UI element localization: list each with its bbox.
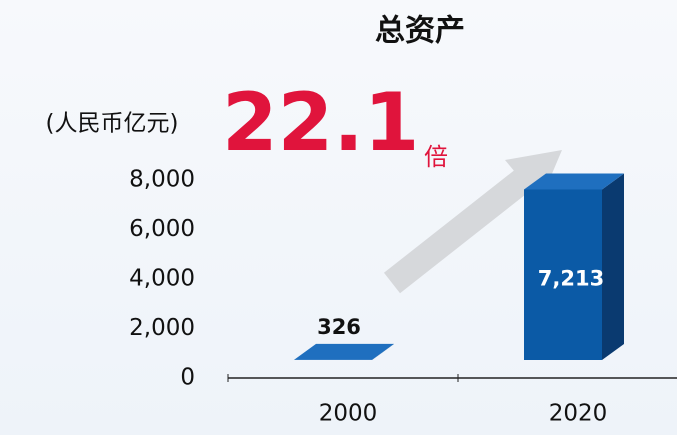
y-tick-label: 6,000 bbox=[129, 216, 195, 242]
growth-arrow bbox=[383, 150, 562, 294]
bar-side bbox=[602, 173, 624, 360]
value-label: 326 bbox=[317, 315, 361, 339]
x-tick-label: 2000 bbox=[319, 401, 378, 427]
y-tick-label: 0 bbox=[180, 365, 195, 391]
y-tick-label: 8,000 bbox=[129, 167, 195, 193]
x-tick-label: 2020 bbox=[549, 401, 608, 427]
y-tick-label: 4,000 bbox=[129, 266, 195, 292]
bar-top bbox=[524, 173, 624, 190]
bar bbox=[524, 189, 602, 360]
chart-title: 总资产 bbox=[375, 14, 465, 49]
annotation-value: 22.1 bbox=[222, 76, 419, 169]
annotation-unit: 倍 bbox=[424, 143, 448, 171]
y-axis-label: (人民币亿元) bbox=[46, 111, 179, 137]
value-label: 7,213 bbox=[538, 266, 604, 290]
bar-top bbox=[294, 343, 394, 360]
bar-side bbox=[372, 343, 394, 360]
y-tick-label: 2,000 bbox=[129, 315, 195, 341]
